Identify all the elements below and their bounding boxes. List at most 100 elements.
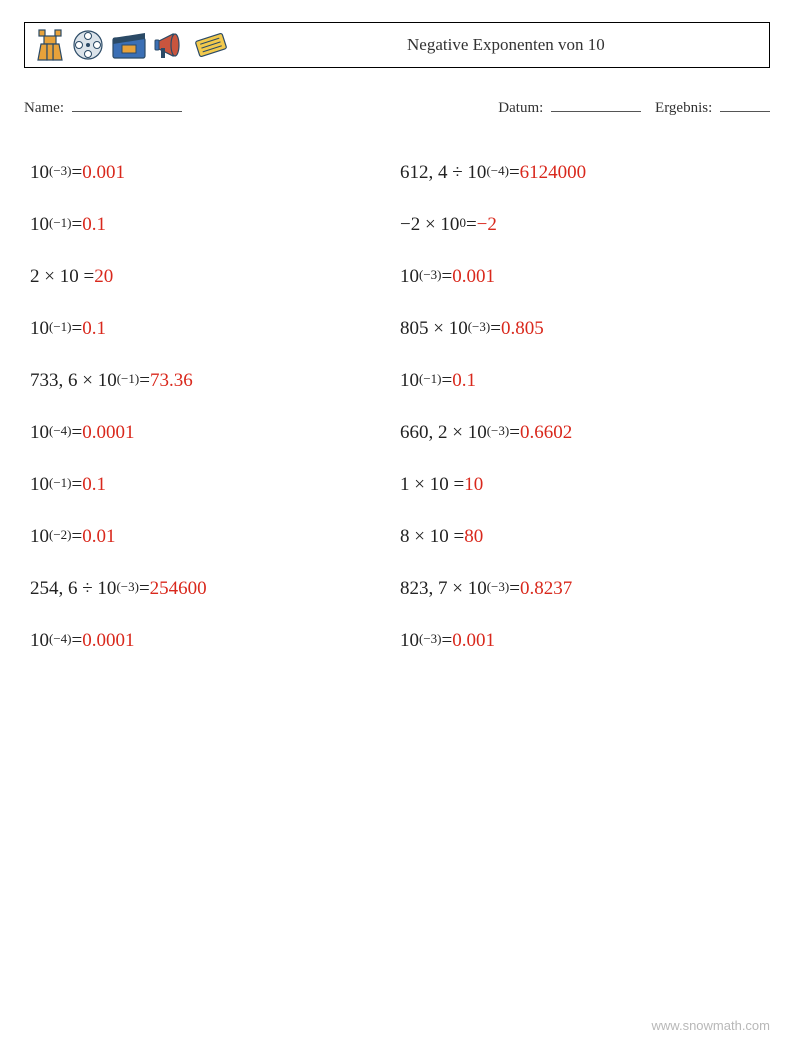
expression-text: =: [72, 526, 83, 548]
answer-text: 0.1: [452, 370, 476, 392]
problem-row: 10(−3) = 0.001: [400, 251, 770, 303]
answer-text: 80: [464, 526, 483, 548]
expression-text: =: [442, 630, 453, 652]
expression-text: 10: [400, 370, 419, 392]
problem-row: 10(−1) = 0.1: [30, 459, 400, 511]
expression-text: 10: [30, 526, 49, 548]
problem-row: −2 × 100 = −2: [400, 199, 770, 251]
answer-text: 0.1: [82, 214, 106, 236]
expression-text: =: [442, 370, 453, 392]
expression-text: =: [509, 578, 520, 600]
expression-text: 612, 4 ÷ 10: [400, 162, 486, 184]
ergebnis-label: Ergebnis:: [655, 100, 712, 116]
exponent-text: (−4): [486, 163, 509, 179]
expression-text: =: [72, 214, 83, 236]
megaphone-icon: [153, 30, 187, 60]
problem-row: 254, 6 ÷ 10(−3) = 254600: [30, 563, 400, 615]
exponent-text: (−3): [468, 319, 491, 335]
ticket-icon: [193, 29, 229, 61]
problem-row: 10(−4) = 0.0001: [30, 407, 400, 459]
answer-text: 73.36: [150, 370, 193, 392]
answer-text: 0.001: [452, 630, 495, 652]
datum-blank[interactable]: [551, 98, 641, 112]
problem-row: 10(−2) = 0.01: [30, 511, 400, 563]
problem-row: 10(−1) = 0.1: [30, 199, 400, 251]
expression-text: =: [490, 318, 501, 340]
answer-text: 0.0001: [82, 630, 134, 652]
expression-text: 10: [400, 266, 419, 288]
fields-row: Name: Datum: Ergebnis:: [24, 98, 770, 117]
name-label: Name:: [24, 100, 64, 116]
header-icons: [35, 28, 229, 62]
answer-text: 0.6602: [520, 422, 572, 444]
expression-text: 10: [30, 630, 49, 652]
answer-text: −2: [477, 214, 497, 236]
problem-row: 10(−3) = 0.001: [30, 147, 400, 199]
exponent-text: (−3): [49, 163, 72, 179]
expression-text: 8 × 10 =: [400, 526, 464, 548]
problem-row: 823, 7 × 10(−3) = 0.8237: [400, 563, 770, 615]
exponent-text: 0: [459, 215, 466, 231]
ergebnis-blank[interactable]: [720, 98, 770, 112]
exponent-text: (−3): [487, 579, 510, 595]
answer-text: 254600: [150, 578, 207, 600]
answer-text: 6124000: [520, 162, 587, 184]
answer-text: 0.805: [501, 318, 544, 340]
answer-text: 0.1: [82, 318, 106, 340]
expression-text: 10: [30, 474, 49, 496]
expression-text: =: [72, 474, 83, 496]
ergebnis-field: Ergebnis:: [655, 98, 770, 117]
problems-column-left: 10(−3) = 0.00110(−1) = 0.12 × 10 = 2010(…: [30, 147, 400, 667]
expression-text: 1 × 10 =: [400, 474, 464, 496]
answer-text: 0.8237: [520, 578, 572, 600]
exponent-text: (−2): [49, 527, 72, 543]
answer-text: 0.1: [82, 474, 106, 496]
tower-icon: [35, 28, 65, 62]
exponent-text: (−4): [49, 631, 72, 647]
problem-row: 10(−1) = 0.1: [400, 355, 770, 407]
exponent-text: (−3): [419, 267, 442, 283]
answer-text: 0.001: [82, 162, 125, 184]
exponent-text: (−3): [419, 631, 442, 647]
answer-text: 0.001: [452, 266, 495, 288]
expression-text: =: [509, 422, 520, 444]
expression-text: =: [139, 370, 150, 392]
expression-text: 10: [30, 318, 49, 340]
expression-text: =: [442, 266, 453, 288]
expression-text: 733, 6 × 10: [30, 370, 117, 392]
expression-text: 10: [400, 630, 419, 652]
expression-text: 10: [30, 422, 49, 444]
name-blank[interactable]: [72, 98, 182, 112]
expression-text: 2 × 10 =: [30, 266, 94, 288]
expression-text: =: [72, 422, 83, 444]
expression-text: =: [509, 162, 520, 184]
worksheet-title: Negative Exponenten von 10: [407, 35, 605, 55]
answer-text: 20: [94, 266, 113, 288]
exponent-text: (−4): [49, 423, 72, 439]
expression-text: 805 × 10: [400, 318, 468, 340]
expression-text: =: [72, 162, 83, 184]
problem-row: 1 × 10 = 10: [400, 459, 770, 511]
datum-field: Datum:: [498, 98, 641, 117]
exponent-text: (−1): [49, 319, 72, 335]
exponent-text: (−1): [117, 371, 140, 387]
problem-row: 8 × 10 = 80: [400, 511, 770, 563]
expression-text: 10: [30, 214, 49, 236]
problem-row: 10(−4) = 0.0001: [30, 615, 400, 667]
problem-row: 660, 2 × 10(−3) = 0.6602: [400, 407, 770, 459]
expression-text: =: [72, 630, 83, 652]
datum-label: Datum:: [498, 100, 543, 116]
answer-text: 0.01: [82, 526, 115, 548]
problems-column-right: 612, 4 ÷ 10(−4) = 6124000−2 × 100 = −210…: [400, 147, 770, 667]
problem-row: 612, 4 ÷ 10(−4) = 6124000: [400, 147, 770, 199]
answer-text: 10: [464, 474, 483, 496]
expression-text: 254, 6 ÷ 10: [30, 578, 116, 600]
footer-url: www.snowmath.com: [652, 1018, 770, 1033]
clapperboard-icon: [111, 30, 147, 60]
expression-text: =: [466, 214, 477, 236]
expression-text: 10: [30, 162, 49, 184]
problem-row: 805 × 10(−3) = 0.805: [400, 303, 770, 355]
problem-row: 10(−3) = 0.001: [400, 615, 770, 667]
problem-row: 10(−1) = 0.1: [30, 303, 400, 355]
expression-text: =: [139, 578, 150, 600]
